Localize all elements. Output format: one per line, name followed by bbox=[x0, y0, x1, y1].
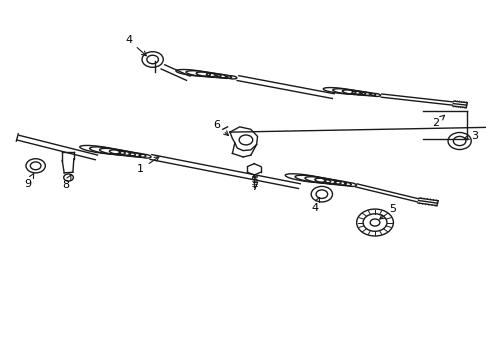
Text: 6: 6 bbox=[213, 120, 228, 135]
Text: 8: 8 bbox=[62, 175, 71, 190]
Text: 4: 4 bbox=[125, 35, 146, 56]
Text: 5: 5 bbox=[379, 204, 396, 219]
Text: 9: 9 bbox=[24, 174, 34, 189]
Text: 7: 7 bbox=[250, 175, 257, 192]
Text: 2: 2 bbox=[431, 115, 444, 128]
Text: 1: 1 bbox=[137, 157, 159, 174]
Text: 3: 3 bbox=[464, 131, 477, 141]
Text: 4: 4 bbox=[310, 197, 319, 213]
